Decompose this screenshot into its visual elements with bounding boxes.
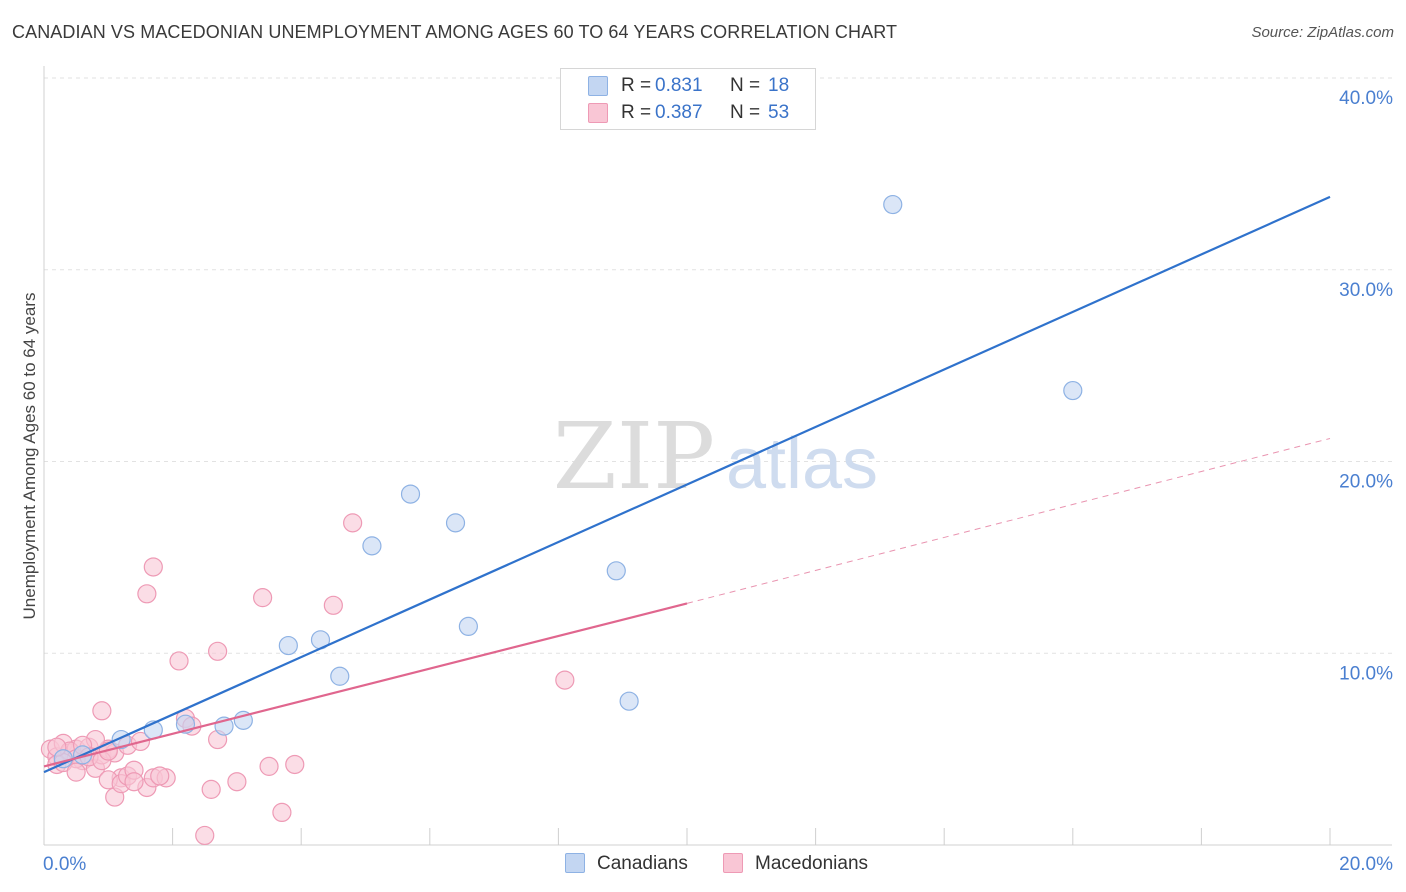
canadian-point [619,691,639,711]
legend-row-canadians: R = 0.831 N = 18 [561,73,817,99]
canadian-point [330,666,350,686]
y-tick-label: 30.0% [1339,280,1393,301]
r-value: 0.831 [655,75,703,96]
macedonian-point [195,825,215,846]
canadian-point [400,484,421,504]
y-tick-label: 20.0% [1339,472,1393,493]
canadians-trend-line [43,195,1331,774]
macedonian-point [253,588,273,608]
macedonian-point [259,756,279,776]
r-value: 0.387 [655,102,703,123]
macedonian-point [143,557,163,577]
macedonian-point [208,641,228,661]
canadian-point [1063,380,1083,401]
macedonian-point [66,762,86,782]
y-axis-label: Unemployment Among Ages 60 to 64 years [20,292,39,620]
canadian-point [362,536,382,556]
y-tick-label: 40.0% [1339,88,1393,109]
canadian-point [458,616,478,637]
y-tick-label: 10.0% [1339,663,1393,684]
legend-label-macedonians: Macedonians [755,853,869,874]
macedonian-point [92,701,112,721]
legend-label-canadians: Canadians [597,853,688,874]
macedonian-point [272,802,292,823]
watermark-atlas: atlas [726,424,878,504]
canadian-point [53,749,73,769]
n-label: N = [730,75,761,96]
legend-swatch-canadians [565,853,585,873]
n-value: 53 [768,102,790,123]
n-label: N = [730,102,761,123]
legend-swatch-pink [588,103,608,123]
watermark-zip: ZIP [553,403,715,510]
macedonian-point [169,651,189,671]
macedonians-trend-extension [686,438,1331,604]
watermark: ZIP atlas [553,403,878,510]
legend-swatch-macedonians [723,853,743,873]
chart-title: CANADIAN VS MACEDONIAN UNEMPLOYMENT AMON… [12,22,898,42]
canadian-point [606,561,626,581]
n-value: 18 [768,75,790,96]
macedonian-point [150,766,170,786]
macedonian-point [343,513,363,533]
macedonian-point [227,772,247,792]
r-label: R = [621,75,652,96]
r-label: R = [621,102,652,123]
macedonian-point [323,595,343,615]
legend-row-macedonians: R = 0.387 N = 53 [561,100,817,126]
point-layer [40,194,1083,846]
x-tick-label: 20.0% [1339,854,1393,875]
macedonian-point [137,584,157,604]
tick-label-layer: 10.0% 20.0% 30.0% 40.0% 0.0% 20.0% [43,88,1393,875]
canadian-point [883,194,903,215]
canadian-point [445,513,466,533]
grid-layer [44,77,1392,654]
trend-layer [43,195,1331,774]
axis-layer [43,66,1392,846]
macedonian-point [201,779,221,799]
series-legend: Canadians Macedonians [563,850,903,878]
legend-swatch-blue [588,76,608,96]
macedonian-point [124,772,144,792]
source-label: Source: ZipAtlas.com [1251,24,1394,41]
correlation-legend: R = 0.831 N = 18 R = 0.387 N = 53 [560,68,816,130]
macedonians-trend-line [43,602,688,768]
macedonian-point [555,670,575,690]
canadian-point [278,635,298,656]
x-tick-label: 0.0% [43,854,86,875]
macedonian-point [285,754,305,775]
